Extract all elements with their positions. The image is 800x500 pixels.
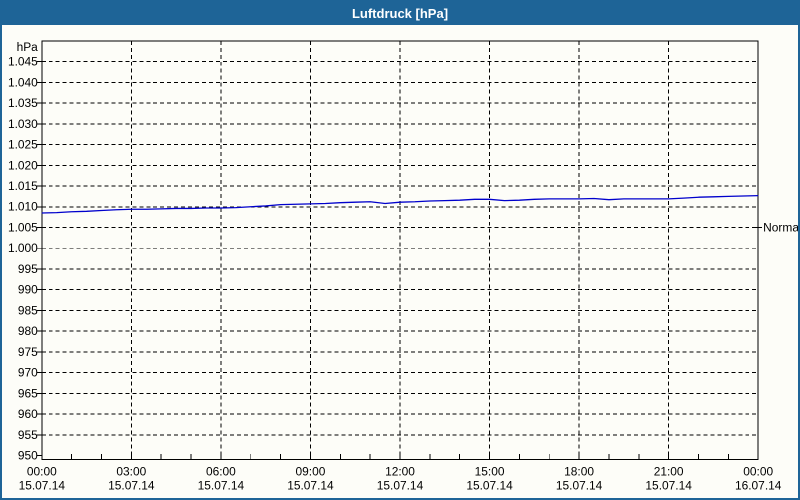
y-tick-label: 1.015 — [8, 179, 38, 193]
x-tick-date-label: 15.07.14 — [377, 479, 424, 493]
x-tick-time-label: 09:00 — [296, 465, 326, 479]
y-tick-label: 1.025 — [8, 138, 38, 152]
y-tick-label: 960 — [18, 407, 38, 421]
x-tick-time-label: 21:00 — [654, 465, 684, 479]
y-tick-label: 1.040 — [8, 75, 38, 89]
chart-title: Luftdruck [hPa] — [351, 6, 449, 21]
x-tick-date-label: 15.07.14 — [466, 479, 513, 493]
y-tick-label: 1.000 — [8, 241, 38, 255]
x-tick-date-label: 15.07.14 — [645, 479, 692, 493]
x-tick-time-label: 06:00 — [206, 465, 236, 479]
plot-frame — [41, 40, 759, 461]
y-tick-label: 955 — [18, 428, 38, 442]
y-tick-label: 995 — [18, 262, 38, 276]
y-tick-label: 1.005 — [8, 220, 38, 234]
x-tick-time-label: 00:00 — [27, 465, 57, 479]
y-tick-label: 1.010 — [8, 200, 38, 214]
x-tick-date-label: 15.07.14 — [198, 479, 245, 493]
y-tick-label: 1.020 — [8, 158, 38, 172]
y-tick-label: 980 — [18, 324, 38, 338]
y-tick-label: 985 — [18, 303, 38, 317]
y-tick-label: 965 — [18, 386, 38, 400]
y-tick-label: 975 — [18, 345, 38, 359]
x-tick-time-label: 12:00 — [385, 465, 415, 479]
pressure-line — [41, 194, 759, 214]
chart-title-bar: Luftdruck [hPa] — [2, 2, 798, 25]
y-tick-label: 990 — [18, 283, 38, 297]
x-tick-time-label: 15:00 — [475, 465, 505, 479]
x-tick-date-label: 15.07.14 — [556, 479, 603, 493]
x-tick-time-label: 18:00 — [564, 465, 594, 479]
x-tick-date-label: 15.07.14 — [19, 479, 66, 493]
unit-label: hPa — [17, 40, 39, 54]
x-tick-time-label: 03:00 — [116, 465, 146, 479]
y-tick-label: 1.045 — [8, 55, 38, 69]
normal-label: Normal — [763, 220, 798, 234]
y-tick-label: 1.030 — [8, 117, 38, 131]
y-tick-label: 1.035 — [8, 96, 38, 110]
x-tick-time-label: 00:00 — [743, 465, 773, 479]
x-tick-date-label: 16.07.14 — [735, 479, 782, 493]
x-tick-date-label: 15.07.14 — [287, 479, 334, 493]
y-tick-label: 950 — [18, 449, 38, 463]
pressure-chart: 1.045 1.040 1.035 1.030 1.025 1.020 1.015 1.010… — [8, 40, 798, 493]
y-tick-label: 970 — [18, 366, 38, 380]
x-tick-date-label: 15.07.14 — [108, 479, 155, 493]
